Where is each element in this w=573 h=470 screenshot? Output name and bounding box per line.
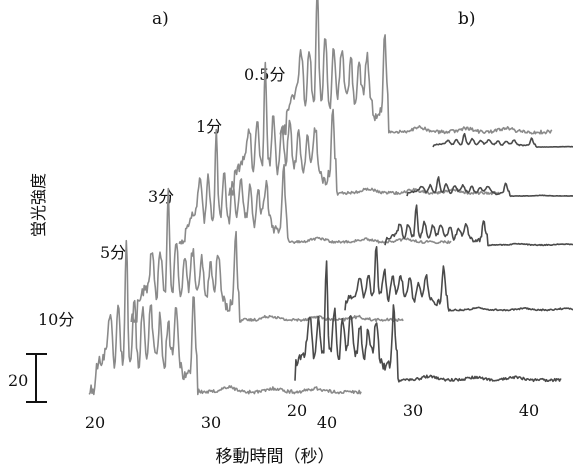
- scale-bar: 20: [8, 353, 47, 403]
- x-tick-b-tick-40: 40: [519, 401, 539, 420]
- panel-b-trace-4: [406, 176, 573, 198]
- panel-b-traces: [294, 132, 573, 383]
- panel-a-trace-1: [88, 239, 362, 396]
- x-axis-label: 移動時間（秒）: [216, 447, 335, 467]
- x-ticks-panel-b: 20 30 40: [287, 401, 539, 420]
- panel-b-trace-3: [384, 204, 573, 247]
- scale-bar-label: 20: [8, 371, 28, 390]
- x-tick-a-tick-20: 20: [85, 413, 105, 432]
- panel-b-trace-2: [344, 246, 573, 312]
- y-axis-label: 蛍光強度: [29, 173, 48, 237]
- panel-a-trace-2: [130, 187, 404, 323]
- series-label-3min: 3分: [148, 187, 174, 206]
- panel-b-trace-5: [432, 132, 573, 148]
- panel-a-trace-4: [228, 61, 501, 196]
- x-tick-a-tick-40: 40: [317, 413, 337, 432]
- series-label-10min: 10分: [38, 310, 74, 329]
- x-tick-b-tick-30: 30: [403, 401, 423, 420]
- panel-a-trace-3: [178, 128, 452, 245]
- series-label-5min: 5分: [100, 243, 126, 262]
- panel-b-label: b): [458, 9, 476, 29]
- panel-b-trace-1: [294, 260, 562, 383]
- series-label-1min: 1分: [196, 117, 222, 136]
- panel-a-trace-5: [279, 0, 553, 136]
- panel-a-traces: [88, 0, 553, 396]
- x-ticks-panel-a: 20 30 40: [85, 413, 337, 432]
- panel-a-label: a): [152, 9, 169, 29]
- x-tick-a-tick-30: 30: [201, 413, 221, 432]
- x-tick-b-tick-20: 20: [287, 401, 307, 420]
